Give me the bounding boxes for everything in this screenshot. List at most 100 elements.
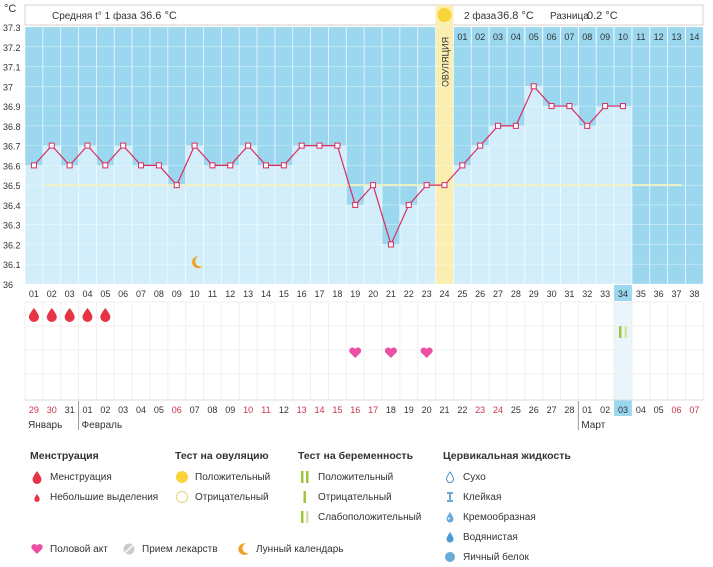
temperature-bar (328, 145, 347, 284)
legend-label: Положительный (195, 471, 271, 483)
date-label: 06 (672, 405, 682, 415)
temperature-point (155, 162, 162, 169)
temperature-point (120, 142, 127, 149)
legend-label: Менструация (50, 471, 112, 483)
temperature-point (566, 103, 573, 110)
cycle-day-label: 02 (47, 289, 57, 299)
phase2-day-label: 02 (475, 32, 485, 42)
egg-white-icon (445, 552, 455, 562)
legend-label: Слабоположительный (318, 511, 422, 523)
date-label: 15 (332, 405, 342, 415)
date-label: 02 (600, 405, 610, 415)
temperature-point (30, 162, 37, 169)
date-label: 08 (207, 405, 217, 415)
date-label: 31 (65, 405, 75, 415)
legend-pregnancy-title: Тест на беременность (298, 450, 414, 462)
cycle-day-label: 28 (511, 289, 521, 299)
cycle-day-label: 33 (600, 289, 610, 299)
cycle-day-label: 12 (225, 289, 235, 299)
temperature-point (316, 142, 323, 149)
cycle-day-label: 30 (547, 289, 557, 299)
legend-cervical-title: Цервикальная жидкость (443, 450, 571, 462)
sticky-icon (447, 492, 453, 502)
date-label: 10 (243, 405, 253, 415)
temperature-point (280, 162, 287, 169)
temperature-point (48, 142, 55, 149)
date-label: 26 (529, 405, 539, 415)
legend-row: Положительный (175, 467, 270, 487)
phase2-label: 2 фаза (464, 10, 497, 22)
legend-row: Клейкая (443, 487, 571, 507)
x-axis-cycle-days: 01 02 03 04 05 06 07 08 09 10 11 12 13 14 15 16 17 18 19 20… (29, 285, 699, 301)
temperature-point (530, 83, 537, 90)
y-tick-label: 36 (3, 280, 13, 290)
cycle-day-label: 14 (261, 289, 271, 299)
phase2-day-label: 01 (457, 32, 467, 42)
legend-row: Кремообразная (443, 507, 571, 527)
legend-row: Положительный (298, 467, 421, 487)
phase2-day-label: 04 (511, 32, 521, 42)
date-label: 04 (636, 405, 646, 415)
temperature-bar (185, 145, 204, 284)
temperature-bar (596, 106, 615, 284)
cycle-day-label: 27 (493, 289, 503, 299)
date-label: 09 (225, 405, 235, 415)
creamy-icon (446, 512, 454, 523)
sun-positive-icon (176, 471, 188, 483)
legend-medication: Прием лекарств (122, 542, 218, 556)
cycle-day-label: 26 (475, 289, 485, 299)
legend-moon: Лунный календарь (236, 542, 344, 556)
date-label: 25 (511, 405, 521, 415)
cycle-day-label: 32 (582, 289, 592, 299)
legend-intercourse: Половой акт (30, 542, 108, 556)
date-label: 13 (297, 405, 307, 415)
date-label: 18 (386, 405, 396, 415)
date-axis: 29 30 31 01 02 03 04 05 06 07 08 09 10 11 12 13 14 15 16 17… (25, 399, 704, 430)
test-negative-icon (303, 491, 306, 503)
legend-label: Половой акт (50, 543, 108, 555)
cycle-day-label: 31 (564, 289, 574, 299)
legend-row: Сухо (443, 467, 571, 487)
temperature-bar (114, 145, 133, 284)
legend-row: Менструация (30, 467, 158, 487)
temperature-point (619, 103, 626, 110)
y-tick-label: 36.5 (3, 181, 21, 191)
temperature-point (512, 122, 519, 129)
pill-icon (123, 543, 135, 555)
ovulation-column (435, 5, 454, 284)
temperature-point (173, 182, 180, 189)
temperature-point (477, 142, 484, 149)
y-tick-label: 36.8 (3, 122, 21, 132)
temperature-point (584, 122, 591, 129)
date-label: 27 (547, 405, 557, 415)
legend-label: Отрицательный (195, 491, 269, 503)
diff-label: Разница (550, 11, 589, 22)
temperature-line (33, 85, 623, 247)
y-tick-label: 36.1 (3, 260, 21, 270)
phase2-day-label: 10 (618, 32, 628, 42)
cycle-day-label: 37 (672, 289, 682, 299)
temperature-bar (42, 145, 61, 284)
legend-ovulation-test: Тест на овуляцию Положительный Отрицател… (175, 450, 270, 507)
month-label: Март (581, 420, 605, 430)
date-label: 28 (564, 405, 574, 415)
watery-icon (446, 532, 454, 543)
cycle-day-label: 17 (315, 289, 325, 299)
cycle-day-label: 01 (29, 289, 39, 299)
cycle-day-label: 08 (154, 289, 164, 299)
temperature-bar (310, 145, 329, 284)
cycle-day-label: 09 (172, 289, 182, 299)
diff-value: 0.2 °C (587, 10, 618, 22)
temperature-point (459, 162, 466, 169)
test-weak-icon (301, 511, 309, 523)
temperature-bar (364, 185, 382, 284)
small-drop-icon (34, 494, 40, 502)
date-label: 07 (190, 405, 200, 415)
phase2-day-label: 13 (672, 32, 682, 42)
ovulation-sun-icon (437, 8, 452, 22)
date-label: 01 (582, 405, 592, 415)
date-label: 07 (689, 405, 699, 415)
legend-cervical: Цервикальная жидкость Сухо Клейкая Кремо… (443, 450, 571, 567)
legend-ovulation-title: Тест на овуляцию (175, 450, 269, 462)
legend-label: Отрицательный (318, 491, 392, 503)
